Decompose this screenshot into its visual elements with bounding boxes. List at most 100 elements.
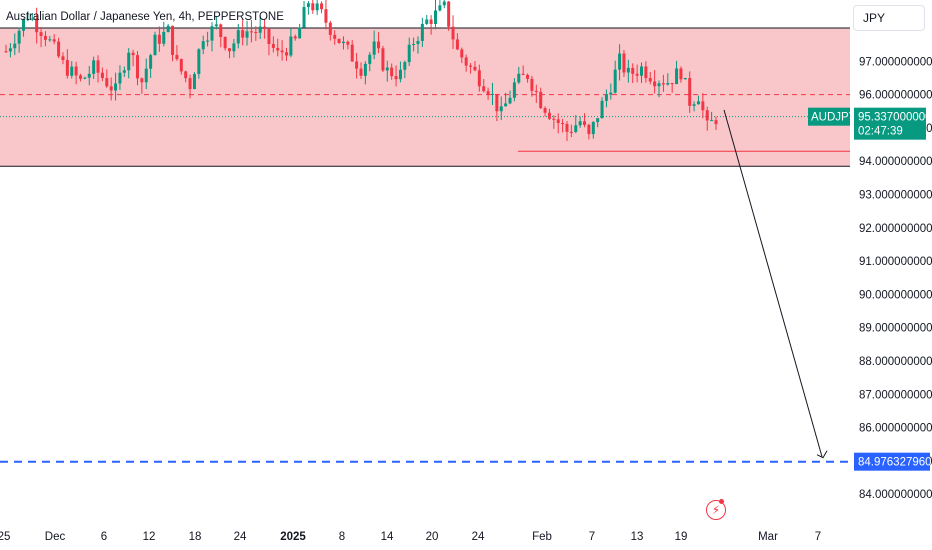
candle-body	[22, 19, 26, 31]
candle-body	[267, 29, 271, 44]
candle-body	[696, 101, 700, 105]
candle-body	[135, 55, 139, 79]
candle-body	[683, 77, 687, 80]
candle-body	[556, 119, 560, 124]
candle-body	[705, 110, 709, 121]
chart-title: Australian Dollar / Japanese Yen, 4h, PE…	[6, 11, 284, 23]
time-tick-label: Dec	[45, 531, 66, 543]
candle-body	[254, 32, 258, 34]
candle-body	[596, 118, 600, 122]
candle-body	[8, 48, 12, 52]
candle-body	[328, 22, 332, 35]
candle-body	[710, 120, 714, 122]
time-tick-label: 7	[815, 531, 821, 543]
candle-body	[530, 78, 534, 91]
candle-body	[464, 57, 468, 66]
candle-body	[714, 120, 718, 125]
candle-body	[236, 30, 240, 44]
resistance-zone[interactable]	[0, 28, 850, 167]
candle-body	[512, 82, 516, 98]
time-tick-label: 7	[589, 531, 595, 543]
time-axis[interactable]: 25 Dec 6 12 18 24 2025 8 14 20 24 Feb 7 13 19 Mar 7	[0, 531, 821, 543]
candle-body	[289, 36, 293, 56]
candle-body	[372, 41, 376, 55]
candle-body	[451, 26, 455, 40]
candle-body	[245, 31, 249, 38]
candle-body	[416, 40, 420, 45]
price-tick-label: 89.000000000	[859, 323, 932, 335]
candle-body	[626, 67, 630, 73]
price-tick-label: 97.000000000	[859, 56, 932, 68]
candle-body	[65, 60, 69, 76]
candle-body	[284, 52, 288, 56]
candle-body	[486, 91, 490, 95]
notification-dot	[719, 499, 724, 504]
currency-button[interactable]: JPY	[853, 5, 925, 31]
candle-body	[61, 56, 65, 61]
price-tick-label: 96.000000000	[859, 90, 932, 102]
candle-body	[385, 67, 389, 71]
price-tick-label: 88.000000000	[859, 356, 932, 368]
candle-body	[438, 5, 442, 11]
candle-body	[162, 31, 166, 44]
candle-body	[644, 66, 648, 79]
candle-body	[57, 41, 61, 57]
price-tick-label: 86.000000000	[859, 423, 932, 435]
candle-body	[477, 70, 481, 87]
candle-body	[122, 70, 126, 73]
candle-body	[17, 30, 21, 44]
projection-arrow-line[interactable]	[723, 109, 823, 457]
candle-body	[583, 121, 587, 125]
candle-body	[495, 93, 499, 112]
time-tick-label: 14	[381, 531, 394, 543]
time-tick-label: Mar	[758, 531, 778, 543]
candle-body	[192, 74, 196, 90]
candle-body	[271, 43, 275, 48]
candle-body	[228, 48, 232, 52]
candle-body	[455, 39, 459, 50]
time-tick-label: 19	[675, 531, 688, 543]
candle-body	[197, 49, 201, 75]
candle-body	[504, 103, 508, 107]
candle-body	[92, 60, 96, 74]
candle-body	[100, 72, 104, 79]
candle-body	[157, 34, 161, 44]
candle-body	[280, 50, 284, 53]
time-tick-label: 24	[234, 531, 247, 543]
symbol-price-tag: AUDJPY 95.337000000 02:47:39	[808, 107, 932, 140]
candle-body	[210, 26, 214, 41]
candle-body	[403, 62, 407, 70]
candle-body	[144, 68, 148, 83]
candle-body	[609, 92, 613, 95]
candle-body	[398, 69, 402, 80]
price-tick-label: 92.000000000	[859, 223, 932, 235]
candle-body	[434, 10, 438, 24]
candle-body	[320, 3, 324, 10]
candle-body	[188, 78, 192, 90]
candle-body	[4, 51, 8, 53]
candle-body	[359, 68, 363, 76]
target-price-tag: 84.976327960	[854, 452, 932, 471]
time-tick-label: 24	[472, 531, 485, 543]
candle-body	[127, 52, 131, 71]
candle-body	[565, 123, 569, 132]
time-tick-label: 12	[143, 531, 156, 543]
target-tag-value: 84.976327960	[858, 457, 932, 469]
candle-body	[35, 18, 39, 33]
candle-body	[613, 69, 617, 93]
lightning-icon[interactable]: ⚡	[706, 500, 726, 520]
candle-body	[166, 25, 170, 32]
candle-body	[473, 66, 477, 71]
candle-body	[74, 66, 78, 76]
candle-body	[341, 41, 345, 44]
candle-body	[394, 76, 398, 80]
candle-body	[547, 112, 551, 119]
price-tick-label: 84.000000000	[859, 489, 932, 501]
candle-body	[153, 34, 157, 56]
time-tick-label: 18	[189, 531, 202, 543]
candle-body	[83, 77, 87, 79]
time-tick-label: 8	[339, 531, 345, 543]
candle-body	[175, 54, 179, 60]
time-tick-label: 6	[101, 531, 107, 543]
